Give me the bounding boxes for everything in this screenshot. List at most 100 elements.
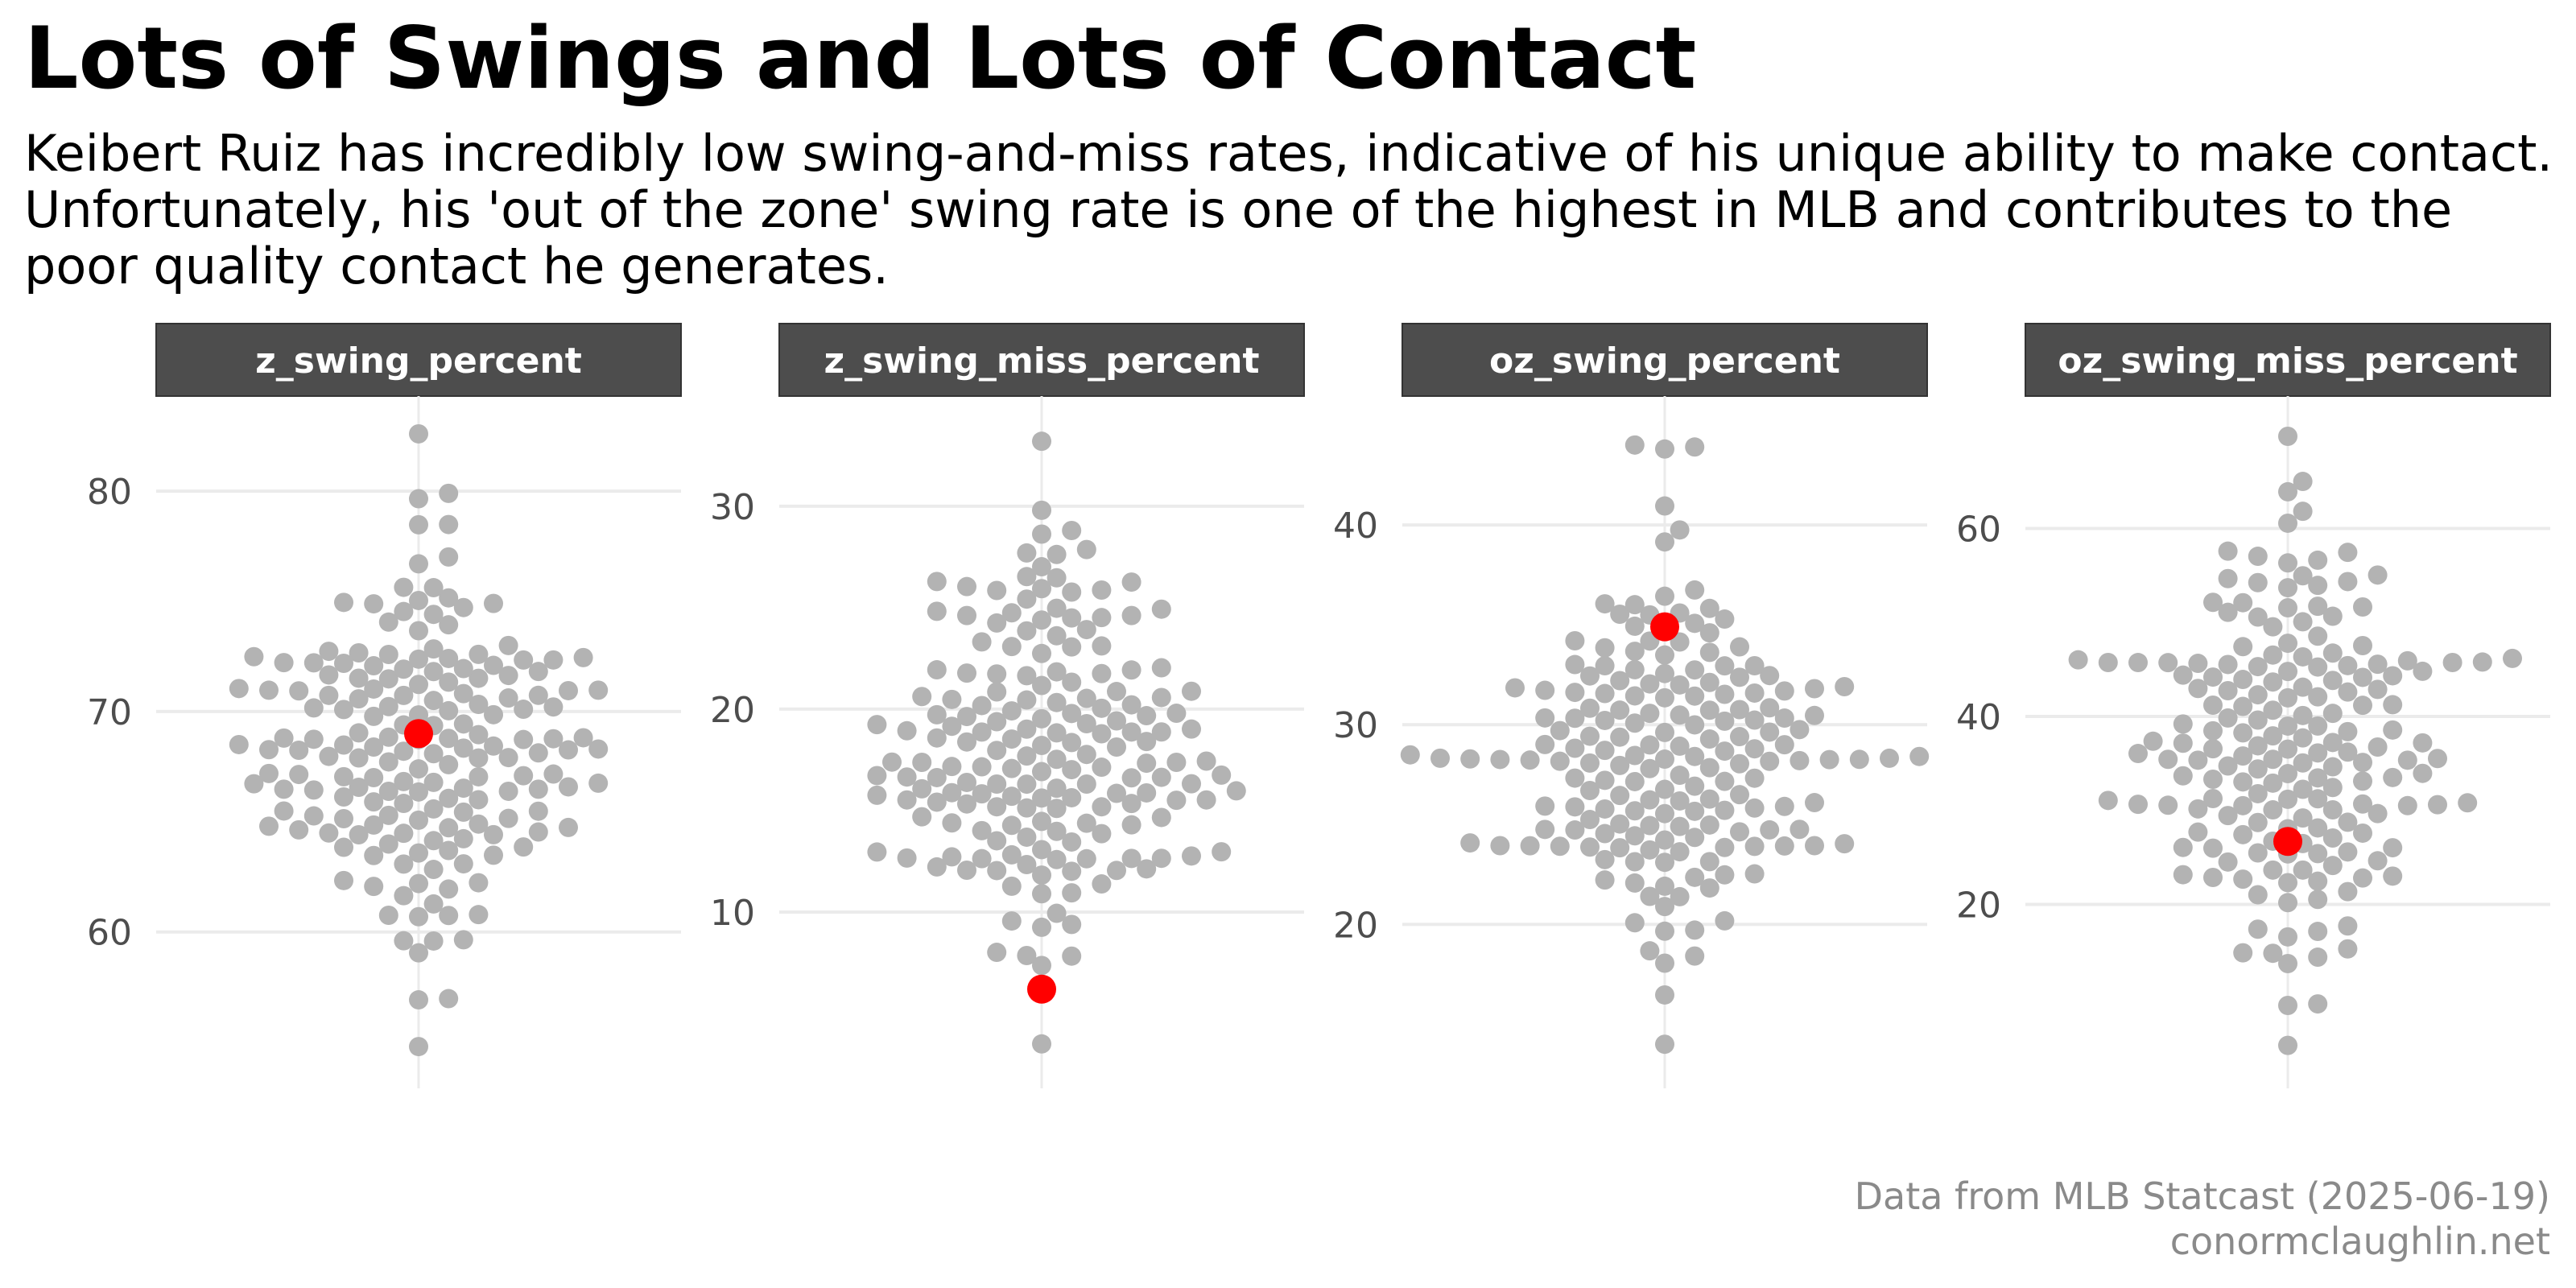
data-point	[2413, 733, 2433, 753]
data-point	[2278, 873, 2297, 893]
data-point	[2353, 753, 2372, 773]
data-point	[1670, 886, 1690, 906]
data-point	[1226, 781, 1246, 801]
data-point	[2338, 655, 2358, 675]
data-point	[2293, 472, 2313, 492]
highlight-point-keibert-ruiz	[1650, 612, 1679, 642]
data-point	[1595, 770, 1615, 791]
data-point	[882, 752, 902, 772]
data-point	[1550, 720, 1570, 741]
data-point	[1805, 793, 1824, 813]
data-point	[1017, 621, 1037, 641]
data-point	[1744, 739, 1765, 759]
data-point	[453, 683, 473, 704]
data-point	[394, 741, 414, 762]
data-point	[1076, 539, 1096, 559]
data-point	[469, 814, 489, 834]
data-point	[319, 685, 339, 705]
data-point	[2293, 808, 2313, 828]
data-point	[469, 873, 489, 893]
data-point	[897, 720, 917, 741]
data-point	[1565, 797, 1585, 817]
data-point	[2248, 783, 2268, 803]
y-tick-label: 60	[87, 913, 132, 954]
y-tick-label: 60	[1956, 509, 2001, 550]
data-point	[349, 668, 369, 688]
data-point	[1046, 544, 1067, 564]
data-point	[1062, 760, 1082, 780]
data-point	[1685, 613, 1705, 634]
data-point	[2218, 568, 2238, 588]
data-point	[2383, 720, 2403, 740]
data-point	[2458, 793, 2478, 813]
data-point	[2248, 657, 2268, 677]
data-point	[1550, 836, 1570, 857]
data-point	[1001, 815, 1022, 836]
data-point	[1001, 911, 1022, 931]
data-point	[1610, 814, 1630, 834]
data-point	[2158, 653, 2178, 673]
data-point	[987, 797, 1007, 817]
data-point	[2353, 771, 2372, 791]
data-point	[2442, 653, 2462, 673]
data-point	[1624, 713, 1645, 733]
data-point	[1760, 722, 1780, 742]
data-point	[394, 824, 414, 844]
data-point	[334, 735, 353, 755]
data-point	[2248, 812, 2268, 832]
data-point	[2308, 844, 2328, 864]
data-point	[1196, 790, 1216, 810]
data-point	[364, 815, 384, 835]
data-point	[514, 650, 534, 670]
data-point	[2338, 543, 2358, 563]
data-point	[2128, 795, 2148, 815]
data-point	[2188, 799, 2208, 819]
data-point	[498, 748, 518, 768]
data-point	[1640, 815, 1660, 836]
data-point	[1032, 865, 1051, 886]
data-point	[2218, 806, 2238, 826]
data-point	[1107, 682, 1126, 702]
data-point	[2293, 860, 2313, 880]
data-point	[439, 818, 459, 838]
data-point	[2188, 822, 2208, 842]
data-point	[334, 592, 353, 613]
data-point	[2233, 637, 2253, 657]
data-point	[1137, 706, 1157, 726]
data-point	[1107, 737, 1126, 758]
data-point	[484, 655, 503, 675]
data-point	[897, 767, 917, 787]
data-point	[1212, 842, 1232, 862]
data-point	[1715, 800, 1735, 820]
data-point	[1655, 532, 1674, 552]
data-point	[1196, 751, 1216, 771]
data-point	[1062, 883, 1082, 903]
data-point	[1580, 698, 1600, 718]
data-point	[972, 757, 992, 777]
data-point	[957, 605, 976, 625]
data-point	[1032, 762, 1051, 782]
data-point	[1151, 658, 1171, 678]
data-point	[1151, 767, 1171, 787]
data-point	[409, 990, 428, 1010]
data-point	[1730, 785, 1749, 805]
data-point	[1046, 625, 1067, 646]
data-point	[1640, 704, 1660, 724]
data-point	[423, 772, 444, 792]
data-point	[1046, 749, 1067, 770]
data-point	[409, 843, 428, 863]
data-point	[2218, 756, 2238, 776]
data-point	[484, 736, 503, 756]
data-point	[2173, 837, 2193, 857]
data-point	[2248, 759, 2268, 779]
data-point	[1520, 836, 1540, 856]
data-point	[1062, 787, 1082, 807]
data-point	[528, 801, 548, 821]
data-point	[1595, 824, 1615, 844]
data-point	[319, 746, 339, 766]
data-point	[1685, 920, 1705, 940]
data-point	[2293, 779, 2313, 799]
data-point	[1715, 684, 1735, 704]
data-point	[469, 724, 489, 745]
data-point	[2413, 763, 2433, 783]
